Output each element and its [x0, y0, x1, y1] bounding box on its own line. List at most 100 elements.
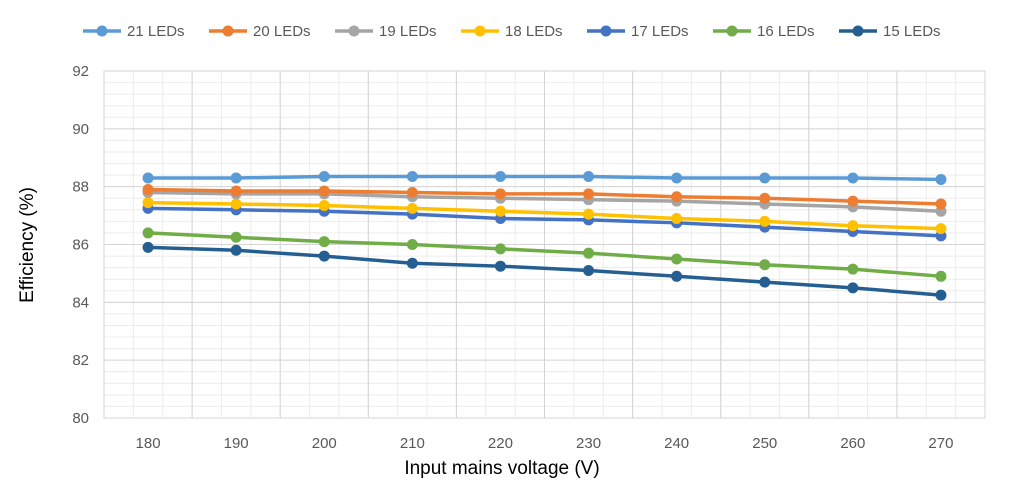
legend-item-18-leds: 18 LEDs: [461, 23, 563, 40]
data-point-18-leds: [847, 220, 859, 232]
x-tick-label: 240: [664, 435, 689, 452]
x-axis-ticks: 180 190 200 210 220 230 240 250 260 270: [136, 435, 954, 452]
plot-border: [103, 70, 986, 419]
legend-item-17-leds: 17 LEDs: [587, 23, 689, 40]
data-point-18-leds: [318, 199, 330, 211]
legend-label: 17 LEDs: [631, 23, 689, 40]
major-gridlines: [103, 70, 986, 419]
x-tick-label: 180: [136, 435, 161, 452]
series-line-15-leds: [147, 245, 942, 297]
data-point-21-leds: [494, 171, 506, 183]
data-point-20-leds: [494, 188, 506, 200]
x-tick-label: 230: [576, 435, 601, 452]
data-point-21-leds: [759, 172, 771, 184]
data-point-20-leds: [142, 184, 154, 196]
x-tick-label: 250: [752, 435, 777, 452]
y-tick-label: 86: [72, 237, 89, 254]
data-point-16-leds: [759, 259, 771, 271]
y-tick-label: 82: [72, 352, 89, 369]
x-tick-label: 210: [400, 435, 425, 452]
series-20-leds: [142, 184, 947, 210]
data-point-15-leds: [847, 282, 859, 294]
data-point-20-leds: [759, 192, 771, 204]
series-16-leds: [142, 227, 947, 282]
data-point-15-leds: [671, 270, 683, 282]
data-point-21-leds: [935, 173, 947, 185]
data-point-20-leds: [318, 185, 330, 197]
legend-swatch-marker: [600, 25, 612, 37]
data-point-16-leds: [230, 231, 242, 243]
legend-item-15-leds: 15 LEDs: [839, 23, 941, 40]
y-axis-ticks: 80 82 84 86 88 90 92: [72, 63, 89, 427]
legend-label: 16 LEDs: [757, 23, 815, 40]
legend-label: 20 LEDs: [253, 23, 311, 40]
data-point-16-leds: [671, 253, 683, 265]
legend-label: 18 LEDs: [505, 23, 563, 40]
data-point-16-leds: [142, 227, 154, 239]
data-point-20-leds: [847, 195, 859, 207]
data-point-18-leds: [759, 215, 771, 227]
legend-item-21-leds: 21 LEDs: [83, 23, 185, 40]
data-point-18-leds: [494, 205, 506, 217]
data-point-18-leds: [230, 198, 242, 210]
legend-swatch-marker: [348, 25, 360, 37]
data-point-15-leds: [494, 260, 506, 272]
data-point-21-leds: [583, 171, 595, 183]
series-layer: [142, 171, 947, 301]
data-point-15-leds: [935, 289, 947, 301]
legend-label: 15 LEDs: [883, 23, 941, 40]
series-line-20-leds: [148, 187, 942, 206]
series-line-21-leds: [148, 174, 941, 182]
legend-label: 19 LEDs: [379, 23, 437, 40]
data-point-18-leds: [935, 223, 947, 235]
data-point-21-leds: [847, 172, 859, 184]
data-point-15-leds: [583, 265, 595, 277]
data-point-16-leds: [847, 263, 859, 275]
legend-swatch-marker: [852, 25, 864, 37]
series-line-17-leds: [148, 206, 942, 238]
series-21-leds: [142, 171, 947, 185]
legend-item-16-leds: 16 LEDs: [713, 23, 815, 40]
data-point-20-leds: [583, 188, 595, 200]
y-tick-label: 80: [72, 410, 89, 427]
data-point-18-leds: [406, 202, 418, 214]
data-point-20-leds: [406, 186, 418, 198]
series-line-19-leds: [148, 190, 942, 213]
data-point-15-leds: [318, 250, 330, 262]
data-point-18-leds: [142, 197, 154, 209]
x-tick-label: 260: [840, 435, 865, 452]
data-point-21-leds: [142, 172, 154, 184]
legend-item-19-leds: 19 LEDs: [335, 23, 437, 40]
legend-swatch-marker: [474, 25, 486, 37]
y-tick-label: 90: [72, 121, 89, 138]
x-axis-title: Input mains voltage (V): [404, 458, 599, 479]
data-point-21-leds: [230, 172, 242, 184]
data-point-16-leds: [406, 239, 418, 250]
data-point-20-leds: [671, 191, 683, 203]
x-tick-label: 220: [488, 435, 513, 452]
data-point-16-leds: [318, 236, 330, 248]
data-point-21-leds: [671, 172, 683, 184]
y-tick-label: 92: [72, 63, 89, 80]
data-point-15-leds: [142, 241, 154, 253]
plot-area: [103, 70, 986, 419]
x-tick-label: 270: [928, 435, 953, 452]
data-point-21-leds: [318, 171, 330, 183]
data-point-18-leds: [671, 212, 683, 224]
legend-swatch-marker: [726, 25, 738, 37]
data-point-16-leds: [583, 247, 595, 259]
series-15-leds: [142, 241, 947, 301]
legend-label: 21 LEDs: [127, 23, 185, 40]
y-tick-label: 88: [72, 179, 89, 196]
y-tick-label: 84: [72, 294, 89, 311]
series-line-16-leds: [147, 231, 942, 279]
y-axis-title: Efficiency (%): [17, 187, 38, 303]
x-tick-label: 190: [224, 435, 249, 452]
legend-item-20-leds: 20 LEDs: [209, 23, 311, 40]
data-point-16-leds: [935, 270, 947, 282]
data-point-18-leds: [583, 208, 595, 220]
data-point-15-leds: [406, 257, 418, 269]
data-point-20-leds: [230, 185, 242, 197]
legend-swatch-marker: [96, 25, 108, 37]
